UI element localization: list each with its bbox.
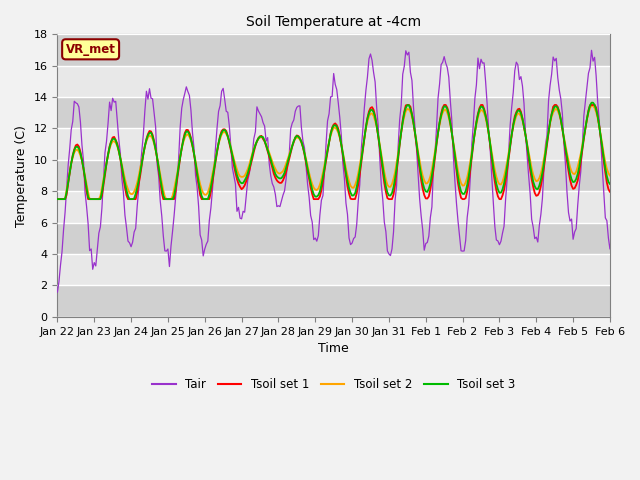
Bar bbox=[58, 160, 610, 191]
Bar bbox=[58, 97, 610, 129]
Bar bbox=[58, 223, 610, 254]
Bar bbox=[58, 129, 610, 160]
Bar bbox=[58, 191, 610, 223]
Text: VR_met: VR_met bbox=[66, 43, 116, 56]
Bar bbox=[58, 254, 610, 286]
Title: Soil Temperature at -4cm: Soil Temperature at -4cm bbox=[246, 15, 421, 29]
Legend: Tair, Tsoil set 1, Tsoil set 2, Tsoil set 3: Tair, Tsoil set 1, Tsoil set 2, Tsoil se… bbox=[147, 373, 520, 396]
Bar bbox=[58, 286, 610, 317]
Bar bbox=[58, 35, 610, 66]
X-axis label: Time: Time bbox=[318, 342, 349, 355]
Bar bbox=[58, 66, 610, 97]
Y-axis label: Temperature (C): Temperature (C) bbox=[15, 125, 28, 227]
